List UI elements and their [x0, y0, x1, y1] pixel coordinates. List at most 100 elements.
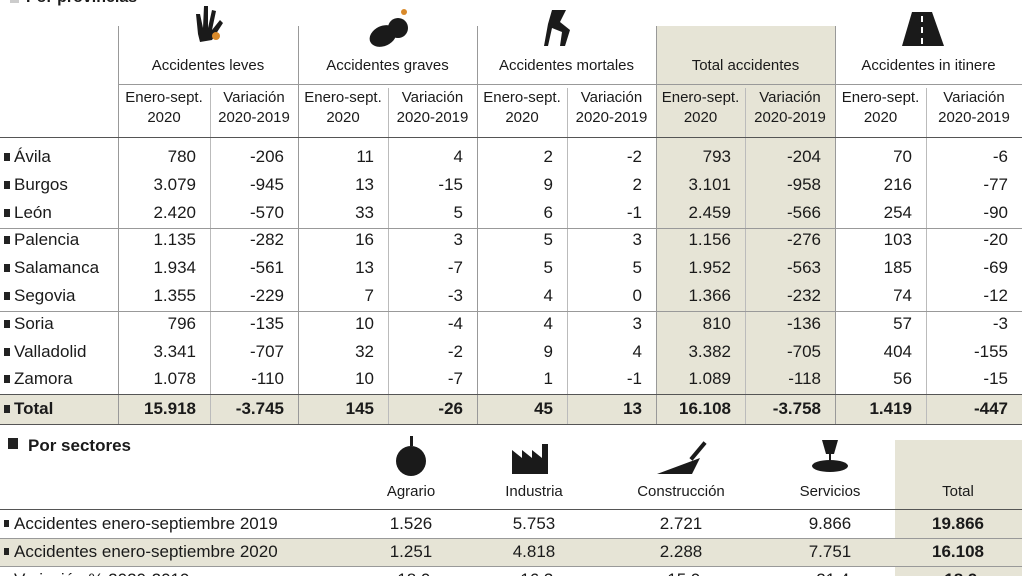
bullet [4, 405, 10, 413]
cell: -563 [786, 258, 821, 278]
cell: 103 [883, 230, 912, 250]
cell: 3.341 [153, 341, 196, 361]
sub-header: Variación 2020-2019 [575, 89, 648, 126]
bandage-icon-2 [388, 18, 408, 38]
sector-header: Agrario [386, 483, 436, 500]
cell: 10 [355, 313, 374, 333]
divider [0, 227, 1022, 229]
cell: -16,3 [464, 570, 604, 576]
cell: -707 [249, 341, 284, 361]
tray-icon [812, 460, 848, 472]
cell: 9 [543, 341, 553, 361]
bullet [4, 180, 10, 189]
cell: 74 [893, 286, 912, 305]
divider [926, 88, 927, 424]
row-label: Palencia [14, 230, 80, 250]
cell: -135 [249, 313, 284, 333]
cell: 56 [893, 369, 912, 389]
cell: 15.918 [144, 399, 196, 418]
cell: 1.135 [153, 230, 196, 250]
divider [0, 509, 1022, 510]
divider [835, 26, 836, 424]
cell: 1 [543, 369, 553, 389]
group-header: Accidentes in itinere [861, 57, 996, 74]
cell: 796 [167, 313, 196, 333]
row-label: Segovia [14, 286, 76, 305]
cell: 780 [167, 147, 196, 166]
divider [0, 137, 1022, 138]
cell: 3.382 [688, 341, 731, 361]
cell: 4.818 [512, 542, 556, 561]
row-label: Accidentes enero-septiembre 2020 [14, 542, 278, 561]
bullet [10, 0, 19, 3]
spark [401, 9, 407, 15]
divider [745, 88, 746, 424]
cell: -18,9 [888, 570, 1024, 576]
divider [0, 538, 1022, 539]
cell: -570 [249, 202, 284, 222]
cell: 3 [453, 230, 463, 250]
cell: 5 [543, 230, 553, 250]
divider [0, 311, 1022, 312]
cell: -155 [973, 341, 1008, 361]
cell: 1.934 [153, 258, 196, 278]
cell: 3.079 [153, 174, 196, 194]
cell: 1.526 [389, 514, 433, 533]
divider [210, 88, 211, 424]
cell: 13 [355, 174, 374, 194]
cell: -282 [249, 230, 284, 250]
sub-header: Enero-sept. 2020 [661, 89, 740, 126]
cell: -1 [626, 202, 642, 222]
bullet [4, 319, 10, 328]
row-label: León [14, 202, 52, 222]
group-header: Accidentes graves [326, 57, 449, 74]
cell: -136 [786, 313, 821, 333]
cell: 1.419 [869, 399, 912, 418]
bullet [4, 208, 10, 217]
bullet [4, 292, 10, 300]
row-label: Valladolid [14, 341, 87, 361]
cell: -6 [992, 147, 1008, 166]
sector-header: Total [942, 483, 974, 500]
cell: 32 [355, 341, 374, 361]
cell: 404 [883, 341, 912, 361]
row-label: Total [14, 399, 54, 418]
cell: -77 [983, 174, 1008, 194]
cell: 2 [543, 147, 553, 166]
divider [567, 88, 568, 424]
cell: 2 [632, 174, 642, 194]
sector-header: Servicios [799, 483, 861, 500]
cell: 793 [702, 147, 731, 166]
divider [656, 26, 657, 424]
cell: -2 [626, 147, 642, 166]
cell: -69 [983, 258, 1008, 278]
cell: 1.355 [153, 286, 196, 305]
sub-header: Enero-sept. 2020 [304, 89, 382, 126]
cell: 5 [453, 202, 463, 222]
cell: 16 [355, 230, 374, 250]
cell: -26 [438, 399, 463, 418]
cell: 70 [893, 147, 912, 166]
cell: 3.101 [688, 174, 731, 194]
cell: -4 [447, 313, 463, 333]
cell: -110 [251, 369, 284, 389]
cell: 13 [355, 258, 374, 278]
cell: -3.745 [235, 399, 284, 418]
cell: -945 [249, 174, 284, 194]
cell: 2.288 [659, 542, 703, 561]
cell: 4 [453, 147, 463, 166]
bullet [4, 153, 10, 161]
sub-header: Variación 2020-2019 [218, 89, 290, 126]
bullet [4, 520, 9, 527]
cell: 145 [345, 399, 374, 418]
cell: -204 [786, 147, 821, 166]
row-label: Accidentes enero-septiembre 2019 [14, 514, 278, 533]
cell: -447 [973, 399, 1008, 418]
row-label: Burgos [14, 174, 68, 194]
cell: 16.108 [932, 542, 984, 561]
cell: -7 [447, 369, 463, 389]
cell: 45 [534, 399, 553, 418]
bullet [4, 347, 10, 356]
cell: -3.758 [772, 399, 821, 418]
